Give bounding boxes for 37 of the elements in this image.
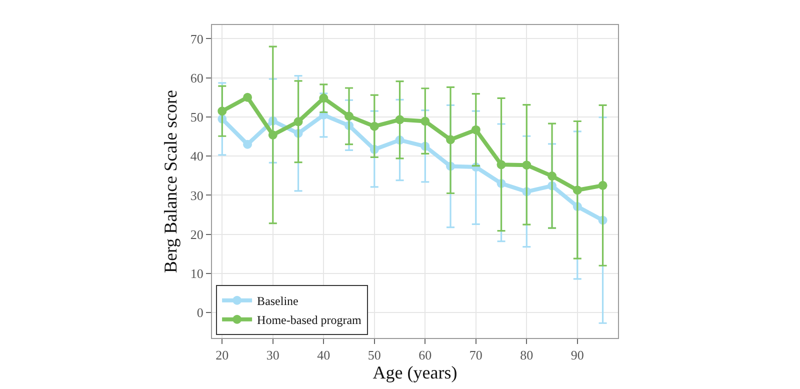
point xyxy=(471,125,480,134)
point xyxy=(370,122,379,131)
x-tick-label: 40 xyxy=(317,348,330,363)
point xyxy=(319,94,328,103)
y-tick-label: 40 xyxy=(190,148,204,164)
point xyxy=(446,135,456,144)
x-tick-label: 20 xyxy=(216,348,229,363)
y-tick-label: 30 xyxy=(190,188,204,203)
point xyxy=(572,186,582,195)
y-tick-label: 10 xyxy=(190,266,204,281)
y-tick-label: 60 xyxy=(190,70,204,86)
y-axis-title: Berg Balance Scale score xyxy=(160,90,181,274)
x-tick-label: 90 xyxy=(570,348,584,363)
point xyxy=(344,112,354,121)
point xyxy=(420,116,430,126)
x-tick-label: 80 xyxy=(520,348,534,363)
point xyxy=(294,117,303,126)
x-tick-label: 30 xyxy=(266,348,280,363)
y-tick-label: 70 xyxy=(190,31,204,46)
point xyxy=(243,92,252,102)
x-tick-label: 50 xyxy=(368,348,381,363)
point xyxy=(218,106,227,116)
y-tick-label: 20 xyxy=(190,226,204,242)
point xyxy=(496,160,506,170)
legend-label: Home-based program xyxy=(257,313,362,328)
legend-label: Baseline xyxy=(257,294,298,308)
x-tick-label: 60 xyxy=(418,348,432,363)
x-tick-label: 70 xyxy=(469,348,482,363)
y-tick-label: 50 xyxy=(190,109,204,124)
point xyxy=(548,172,557,181)
y-tick-label: 0 xyxy=(196,305,204,320)
point xyxy=(395,115,404,124)
x-axis-title: Age (years) xyxy=(372,362,458,383)
point xyxy=(598,180,608,190)
point xyxy=(268,130,278,140)
point xyxy=(243,140,252,149)
point xyxy=(522,160,532,170)
